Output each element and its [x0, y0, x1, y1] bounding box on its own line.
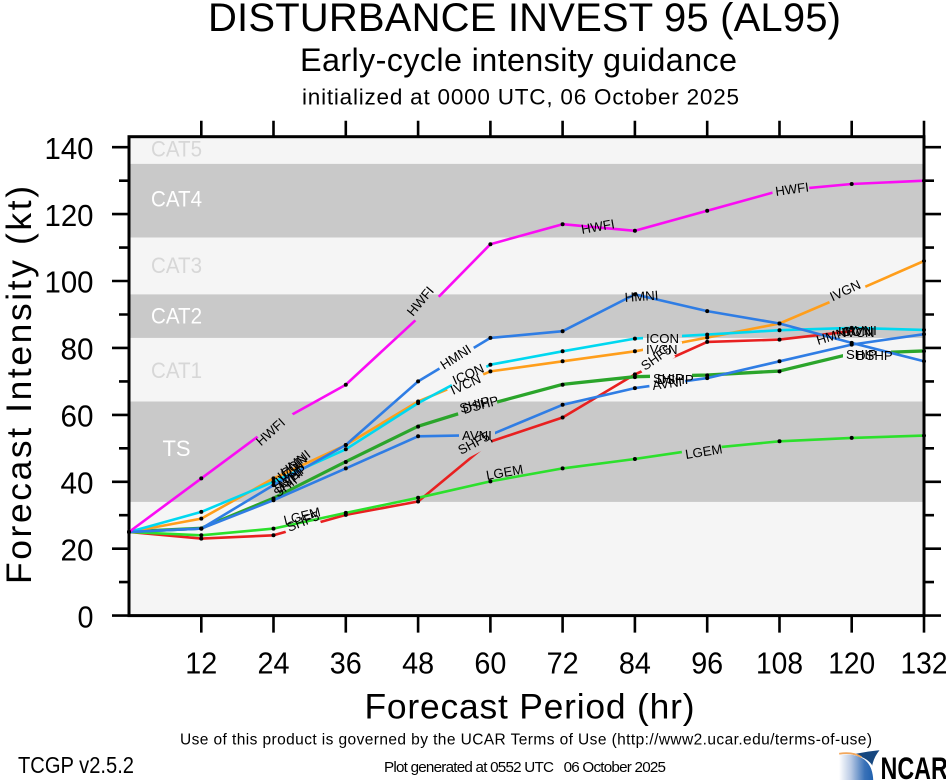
- svg-text:72: 72: [547, 646, 579, 681]
- svg-text:120: 120: [828, 646, 875, 681]
- svg-text:TCGP v2.5.2: TCGP v2.5.2: [18, 752, 134, 778]
- svg-text:100: 100: [45, 265, 94, 300]
- svg-text:40: 40: [61, 466, 94, 501]
- svg-text:CAT2: CAT2: [151, 304, 202, 329]
- svg-text:36: 36: [330, 646, 362, 681]
- svg-text:12: 12: [185, 646, 217, 681]
- svg-text:HMNI: HMNI: [624, 288, 659, 305]
- svg-text:DISTURBANCE INVEST 95 (AL95): DISTURBANCE INVEST 95 (AL95): [208, 0, 841, 40]
- svg-text:96: 96: [691, 646, 723, 681]
- svg-text:DSHP: DSHP: [856, 348, 893, 363]
- svg-text:AVNI: AVNI: [651, 374, 683, 393]
- svg-text:CAT5: CAT5: [151, 136, 202, 161]
- svg-text:initialized at 0000 UTC, 06 Oc: initialized at 0000 UTC, 06 October 2025: [302, 85, 739, 110]
- svg-text:0: 0: [78, 599, 94, 634]
- svg-text:Early-cycle intensity guidance: Early-cycle intensity guidance: [300, 42, 737, 78]
- svg-text:132: 132: [901, 646, 946, 681]
- svg-text:Plot generated at 0552 UTC 0: Plot generated at 0552 UTC 06 October 20…: [384, 759, 666, 776]
- svg-text:IVCN: IVCN: [843, 325, 875, 340]
- svg-text:Use of this product is governe: Use of this product is governed by the U…: [180, 732, 872, 749]
- svg-text:CAT4: CAT4: [151, 187, 202, 212]
- svg-text:120: 120: [45, 198, 94, 233]
- svg-text:TS: TS: [162, 436, 190, 461]
- svg-text:LGEM: LGEM: [684, 441, 723, 462]
- svg-text:SHIP: SHIP: [653, 371, 684, 386]
- svg-text:84: 84: [619, 646, 651, 681]
- svg-text:CAT1: CAT1: [151, 358, 202, 383]
- svg-text:AVNI: AVNI: [462, 428, 492, 443]
- svg-text:48: 48: [402, 646, 434, 681]
- svg-text:CAT3: CAT3: [151, 253, 202, 278]
- svg-text:IVCN: IVCN: [646, 342, 678, 357]
- svg-text:140: 140: [45, 131, 94, 166]
- svg-text:80: 80: [61, 332, 94, 367]
- svg-text:ICON: ICON: [646, 331, 679, 346]
- svg-text:ICON: ICON: [838, 324, 871, 339]
- svg-text:Forecast Intensity (kt): Forecast Intensity (kt): [0, 186, 39, 584]
- svg-text:AVNI: AVNI: [847, 323, 877, 338]
- svg-text:DSHP: DSHP: [657, 372, 694, 387]
- svg-text:HWFI: HWFI: [580, 216, 616, 237]
- svg-text:24: 24: [258, 646, 290, 681]
- svg-text:LGEM: LGEM: [485, 462, 524, 483]
- svg-text:NCAR: NCAR: [881, 751, 946, 780]
- svg-text:108: 108: [756, 646, 803, 681]
- svg-text:60: 60: [474, 646, 506, 681]
- svg-text:20: 20: [61, 532, 94, 567]
- svg-text:HWFI: HWFI: [774, 179, 809, 199]
- svg-text:Forecast Period (hr): Forecast Period (hr): [365, 687, 695, 727]
- svg-text:60: 60: [61, 399, 94, 434]
- svg-text:SHIP: SHIP: [846, 347, 877, 362]
